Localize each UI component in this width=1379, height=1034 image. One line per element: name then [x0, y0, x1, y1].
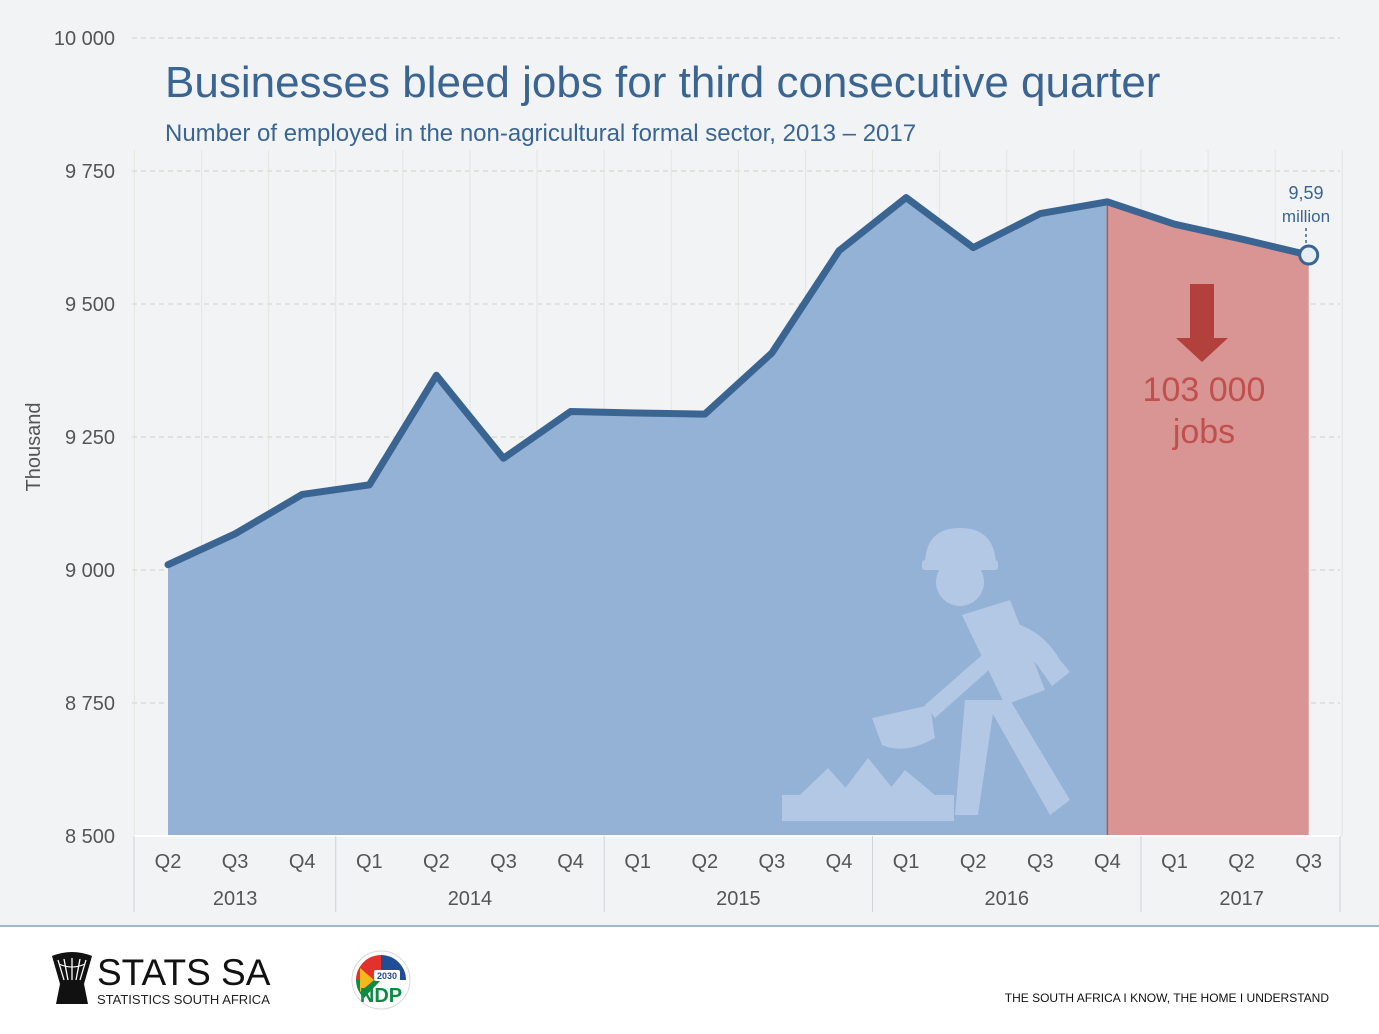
data-point	[501, 455, 506, 461]
data-point	[702, 411, 708, 417]
y-tick-label: 9 000	[65, 560, 115, 582]
x-axis: Q2 Q3 Q4 Q1 Q2 Q3 Q4 Q1 Q2 Q3 Q4 Q1 Q2 Q3 Q4 Q1 Q2 Q3 2013…	[133, 835, 1341, 912]
x-tick-label: Q1	[624, 851, 651, 873]
series-line	[164, 194, 1320, 569]
y-tick-label: 8 750	[65, 693, 115, 715]
data-point	[165, 562, 171, 568]
x-tick-label: Q3	[1027, 851, 1054, 873]
ndp-label: NDP	[360, 985, 402, 1007]
y-axis-label: Thousand	[23, 403, 45, 492]
year-label: 2014	[448, 888, 493, 910]
x-tick-label: Q4	[289, 851, 316, 873]
year-label: 2013	[213, 888, 258, 910]
data-point	[836, 248, 842, 254]
x-tick-label: Q4	[557, 851, 584, 873]
y-tick-label: 9 750	[65, 161, 115, 183]
end-point-marker	[1298, 244, 1320, 266]
tagline: THE SOUTH AFRICA I KNOW, THE HOME I UNDE…	[1004, 991, 1329, 1005]
decline-annotation: 103 000 jobs	[1143, 284, 1266, 451]
end-value-callout: 9,59 million	[1282, 183, 1330, 246]
x-tick-label: Q2	[155, 851, 182, 873]
data-point	[635, 410, 641, 416]
data-point	[903, 195, 909, 201]
data-point	[299, 491, 305, 497]
series-area	[168, 197, 1309, 837]
down-arrow-icon	[1176, 284, 1228, 362]
x-tick-label: Q1	[356, 851, 383, 873]
x-tick-label: Q3	[490, 851, 517, 873]
data-point	[1037, 211, 1043, 217]
area-decline	[1107, 201, 1309, 836]
data-point	[1239, 236, 1245, 242]
x-tick-label: Q3	[759, 851, 786, 873]
stats-sa-logo-icon	[52, 952, 92, 1004]
x-tick-label: Q3	[1295, 851, 1322, 873]
y-tick-label: 8 500	[65, 826, 115, 848]
decline-unit: jobs	[1172, 413, 1235, 451]
ndp-2030-logo-icon: 2030 NDP	[351, 950, 411, 1010]
x-tick-label: Q1	[893, 851, 920, 873]
ndp-year: 2030	[377, 971, 397, 981]
chart-subtitle: Number of employed in the non-agricultur…	[165, 120, 917, 147]
y-tick-label: 9 250	[65, 427, 115, 449]
decline-amount: 103 000	[1143, 371, 1266, 409]
footer	[0, 927, 1379, 1034]
year-label: 2016	[985, 888, 1030, 910]
x-tick-label: Q2	[423, 851, 450, 873]
chart-title: Businesses bleed jobs for third consecut…	[165, 58, 1161, 107]
x-tick-label: Q2	[691, 851, 718, 873]
series-line-path	[164, 194, 1313, 569]
x-tick-label: Q3	[222, 851, 249, 873]
year-label: 2015	[716, 888, 761, 910]
y-tick-label: 10 000	[54, 28, 115, 50]
data-point	[366, 482, 372, 488]
construction-worker-icon	[782, 528, 1070, 821]
year-label: 2017	[1219, 888, 1264, 910]
x-tick-label: Q2	[1228, 851, 1255, 873]
org-full-name: STATISTICS SOUTH AFRICA	[97, 992, 270, 1007]
x-tick-label: Q2	[960, 851, 987, 873]
data-point	[970, 245, 976, 251]
footer-divider	[0, 925, 1379, 927]
y-axis: 8 500 8 750 9 000 9 250 9 500 9 750 10 000	[54, 28, 115, 848]
data-point	[568, 408, 574, 414]
data-point	[1104, 199, 1110, 205]
data-point	[1172, 221, 1177, 227]
end-value-label: 9,59	[1288, 183, 1323, 203]
x-tick-label: Q1	[1161, 851, 1188, 873]
y-tick-label: 9 500	[65, 294, 115, 316]
end-value-unit: million	[1282, 207, 1330, 226]
data-point	[232, 531, 238, 537]
x-tick-label: Q4	[826, 851, 853, 873]
data-point	[769, 350, 775, 356]
x-tick-label: Q4	[1094, 851, 1121, 873]
area-main	[168, 197, 1108, 837]
data-point	[433, 372, 439, 378]
chart: 8 500 8 750 9 000 9 250 9 500 9 750 10 000 Tho…	[23, 28, 1343, 912]
org-name: STATS SA	[97, 952, 271, 993]
